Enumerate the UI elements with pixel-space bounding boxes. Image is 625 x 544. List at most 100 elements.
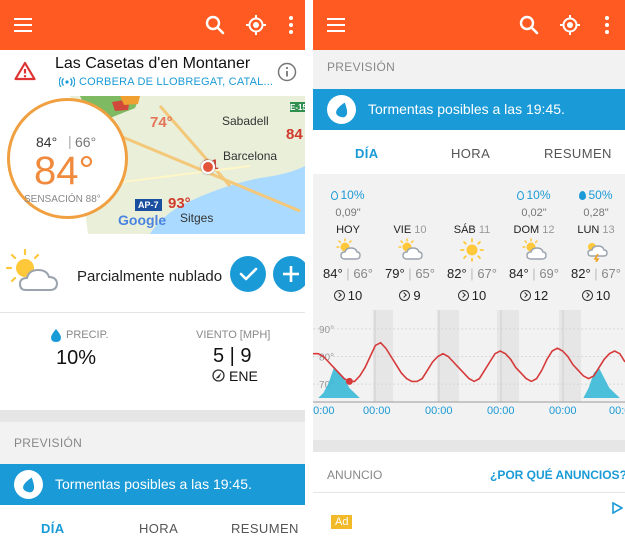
location-pin[interactable] <box>201 160 215 174</box>
location-subtitle[interactable]: CORBERA DE LLOBREGAT, CATAL... <box>79 76 274 88</box>
add-button[interactable] <box>273 256 305 292</box>
precip-area <box>313 368 625 398</box>
wind-direction-icon <box>457 290 469 301</box>
drop-icon <box>579 191 587 200</box>
alert-drop-icon <box>327 95 356 124</box>
why-ads-link[interactable]: ¿POR QUÉ ANUNCIOS? <box>490 468 625 482</box>
app-bar-right <box>313 0 625 50</box>
x-tick-label: 00:00 <box>313 405 335 417</box>
locate-icon[interactable] <box>245 14 267 36</box>
tab-dia[interactable]: DÍA <box>355 146 379 161</box>
ad-label: ANUNCIO <box>327 468 383 482</box>
condition-row: Parcialmente nublado <box>0 234 305 312</box>
day-name: DOM 12 <box>513 224 555 236</box>
precip-value: 10% <box>56 347 97 369</box>
x-tick-label: 00:00 <box>487 405 515 417</box>
tab-resumen[interactable]: RESUMEN <box>231 521 299 536</box>
menu-icon[interactable] <box>327 18 345 32</box>
search-icon[interactable] <box>518 14 540 36</box>
wind-direction-icon <box>333 290 345 301</box>
tab-hora[interactable]: HORA <box>451 146 491 161</box>
locate-icon[interactable] <box>559 14 581 36</box>
hourly-chart[interactable]: 90° 80° 70° 00:00 00:00 00:00 00:00 00:00 00:00 <box>313 310 625 420</box>
day-temps: 84° | 66° <box>323 266 373 281</box>
current-temp: 84° <box>34 149 95 193</box>
today-hi: 84° <box>36 134 58 150</box>
day-precip: 50% <box>565 188 625 202</box>
more-icon[interactable] <box>280 14 302 36</box>
tab-hora[interactable]: HORA <box>139 521 179 536</box>
x-tick-label: 00:00 <box>363 405 391 417</box>
map-road-label-ap7: AP-7 <box>135 199 162 211</box>
daily-forecast: 10% 0,09" HOY 84° | 66° 10 VIE 10 79° | 65° 9 S… <box>313 176 625 310</box>
wind-label: VIENTO [MPH] <box>196 329 271 341</box>
temp-precip-chart[interactable]: 90° 80° 70° 00:00 00:00 00:00 00:00 00:00 00:00 <box>313 310 625 420</box>
alert-drop-icon <box>14 470 43 499</box>
day-column[interactable]: 50% 0,28" LUN 13 82° | 67° 10 <box>565 176 625 310</box>
day-temps: 79° | 65° <box>385 266 435 281</box>
map-temp-93: 93° <box>168 195 191 212</box>
day-temps: 82° | 67° <box>447 266 497 281</box>
map-google-logo: Google <box>118 212 167 228</box>
location-title: Las Casetas d'en Montaner <box>55 55 251 72</box>
broadcast-icon <box>59 77 75 87</box>
search-icon[interactable] <box>204 14 226 36</box>
precip-label: PRECIP. <box>66 329 109 341</box>
day-temps: 84° | 69° <box>509 266 559 281</box>
day-precip: 10% <box>317 188 379 202</box>
map-city-sabadell: Sabadell <box>222 114 269 128</box>
info-icon[interactable] <box>277 62 297 82</box>
right-panel: PREVISIÓN Tormentas posibles a las 19:45… <box>313 0 625 544</box>
map-temp-74: 74° <box>150 114 173 131</box>
storm-alert-right[interactable]: Tormentas posibles a las 19:45. <box>313 89 625 130</box>
app-bar <box>0 0 305 50</box>
thunder-icon <box>583 238 609 267</box>
current-conditions-map[interactable]: E-15 Sabadell Barcelona Sitges AP-7 74° … <box>0 96 305 234</box>
x-tick-label: 00:00 <box>609 405 625 417</box>
wind-direction: ENE <box>229 368 258 384</box>
storm-alert[interactable]: Tormentas posibles a las 19:45. <box>0 464 305 505</box>
alert-icon[interactable] <box>14 61 36 81</box>
y-tick-label: 90° <box>319 325 334 336</box>
drop-icon <box>331 191 339 200</box>
location-header: Las Casetas d'en Montaner CORBERA DE LLO… <box>0 50 305 96</box>
day-column[interactable]: SÁB 11 82° | 67° 10 <box>441 176 503 310</box>
y-tick-label: 80° <box>319 353 334 364</box>
partly-cloudy-icon <box>397 238 423 267</box>
day-precip-amount: 0,02" <box>521 207 547 219</box>
partly-cloudy-icon <box>521 238 547 267</box>
alert-text-right: Tormentas posibles a las 19:45. <box>368 101 565 117</box>
menu-icon[interactable] <box>14 18 32 32</box>
drop-icon <box>517 191 525 200</box>
wind-direction-icon <box>581 290 593 301</box>
confirm-button[interactable] <box>230 256 266 292</box>
day-name: SÁB 11 <box>453 224 491 236</box>
stats-row: PRECIP. 10% VIENTO [MPH] 5 | 9 ENE <box>0 312 305 410</box>
forecast-label-right: PREVISIÓN <box>327 60 396 74</box>
day-wind: 9 <box>379 288 441 303</box>
day-wind: 10 <box>565 288 625 303</box>
wind-direction-icon <box>212 369 225 382</box>
partly-cloudy-icon <box>335 238 361 267</box>
precip-drop-icon <box>51 329 61 342</box>
check-icon <box>239 267 258 281</box>
forecast-tabs: DÍA HORA RESUMEN <box>0 505 305 544</box>
condition-text: Parcialmente nublado <box>77 268 223 285</box>
tab-resumen[interactable]: RESUMEN <box>544 146 612 161</box>
partly-cloudy-icon <box>6 248 59 291</box>
x-tick-label: 00:00 <box>549 405 577 417</box>
forecast-label: PREVISIÓN <box>14 436 83 450</box>
ad-choices-icon[interactable] <box>611 502 623 514</box>
plus-icon <box>283 266 299 282</box>
day-column[interactable]: VIE 10 79° | 65° 9 <box>379 176 441 310</box>
temperature-line <box>313 341 625 383</box>
day-wind: 12 <box>503 288 565 303</box>
day-column[interactable]: 10% 0,09" HOY 84° | 66° 10 <box>317 176 379 310</box>
temperature-dial[interactable]: 84° | 66° 84° SENSACIÓN 88° <box>7 98 128 219</box>
day-column[interactable]: 10% 0,02" DOM 12 84° | 69° 12 <box>503 176 565 310</box>
tab-dia[interactable]: DÍA <box>41 521 65 536</box>
map-city-barcelona: Barcelona <box>223 149 278 163</box>
more-icon[interactable] <box>596 14 618 36</box>
day-name: LUN 13 <box>577 224 615 236</box>
forecast-tabs-right: DÍA HORA RESUMEN <box>313 130 625 174</box>
